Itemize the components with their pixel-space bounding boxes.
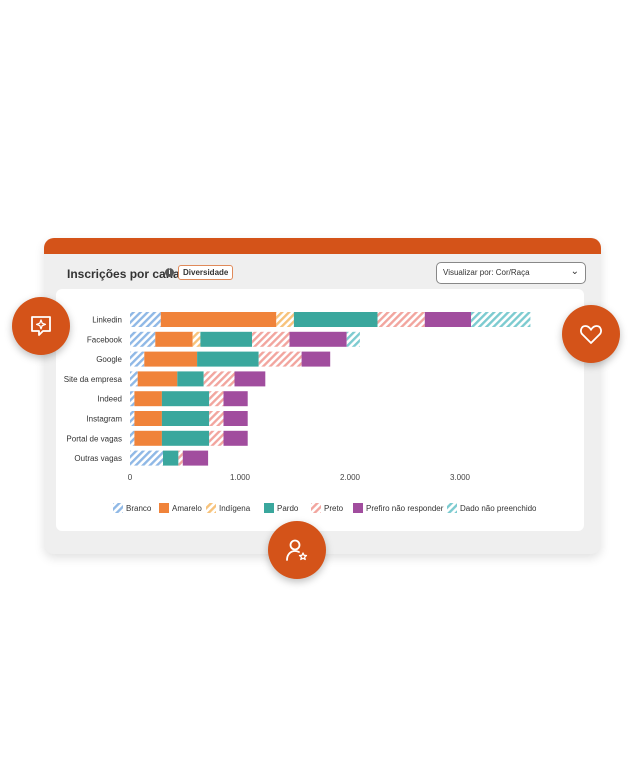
bar-segment-branco[interactable]	[130, 371, 138, 387]
bar-segment-prefiro-nao-responder[interactable]	[223, 430, 248, 446]
bar-segment-pardo[interactable]	[161, 411, 210, 426]
bar-segment-pardo[interactable]	[163, 450, 179, 466]
bar-segment-branco[interactable]	[130, 331, 156, 347]
legend-label: Dado não preenchido	[460, 504, 536, 513]
bar-segment-prefiro-nao-responder[interactable]	[301, 351, 331, 367]
category-label: Linkedin	[92, 316, 122, 325]
bar-segment-preto[interactable]	[209, 391, 224, 407]
chart-panel	[56, 289, 584, 531]
bar-segment-amarelo[interactable]	[155, 331, 193, 347]
bar-segment-amarelo[interactable]	[144, 351, 198, 367]
bar-segment-pardo[interactable]	[293, 312, 378, 327]
bar-segment-branco[interactable]	[130, 450, 163, 466]
bar-segment-pardo[interactable]	[200, 331, 253, 347]
bar-segment-pardo[interactable]	[197, 351, 259, 367]
category-label: Portal de vagas	[66, 434, 122, 443]
bar-segment-preto[interactable]	[203, 371, 235, 387]
bar-segment-prefiro-nao-responder[interactable]	[424, 312, 471, 327]
bar-segment-amarelo[interactable]	[137, 371, 178, 387]
bar-segment-preto[interactable]	[258, 351, 302, 367]
bar-segment-pardo[interactable]	[177, 371, 204, 387]
bar-segment-preto[interactable]	[209, 411, 224, 426]
diversity-badge: Diversidade	[178, 265, 234, 280]
stacked-bar-chart: Linkedin Facebook Google Site da empresa Ind…	[64, 312, 536, 513]
bar-segment-branco[interactable]	[130, 411, 135, 426]
heart-icon	[580, 325, 602, 344]
heart-button[interactable]	[562, 305, 620, 363]
bar-segment-amarelo[interactable]	[134, 391, 162, 407]
legend-swatch-preto	[311, 503, 321, 513]
category-label: Facebook	[87, 335, 123, 344]
legend-swatch-dado-nao-preenchido	[447, 503, 457, 513]
legend-swatch-pardo	[264, 503, 274, 513]
bar-segment-prefiro-nao-responder[interactable]	[182, 450, 209, 466]
bar-segment-branco[interactable]	[130, 391, 135, 407]
category-label: Google	[96, 355, 122, 364]
legend-swatch-prefiro-nao-responder	[353, 503, 363, 513]
view-by-select[interactable]: Visualizar por: Cor/Raça ⌄	[436, 262, 586, 284]
bar-segment-dado-nao-preenchido[interactable]	[471, 312, 531, 327]
card-accent-bar	[44, 238, 601, 254]
sparkle-chat-button[interactable]	[12, 297, 70, 355]
legend-swatch-amarelo	[159, 503, 169, 513]
bar-segment-pardo[interactable]	[161, 430, 210, 446]
bar-segment-prefiro-nao-responder[interactable]	[234, 371, 266, 387]
user-star-icon	[286, 539, 308, 561]
info-icon[interactable]: i	[165, 268, 174, 277]
sparkle-chat-icon	[31, 316, 51, 336]
x-tick-label: 1.000	[230, 473, 251, 482]
bar-segment-preto[interactable]	[252, 331, 290, 347]
card-title: Inscrições por canais	[67, 267, 190, 281]
bar-segment-indigena[interactable]	[192, 331, 201, 347]
legend-label: Prefiro não responder	[366, 504, 444, 513]
bar-segment-amarelo[interactable]	[160, 312, 277, 327]
bar-segment-amarelo[interactable]	[134, 430, 162, 446]
bar-segment-amarelo[interactable]	[134, 411, 162, 426]
bar-segment-indigena[interactable]	[276, 312, 294, 327]
bar-segment-prefiro-nao-responder[interactable]	[223, 391, 248, 407]
bar-segment-dado-nao-preenchido[interactable]	[346, 331, 360, 347]
legend-label: Indígena	[219, 504, 251, 513]
x-tick-label: 2.000	[340, 473, 361, 482]
x-tick-label: 0	[128, 473, 133, 482]
category-label: Instagram	[86, 415, 122, 424]
bar-segment-prefiro-nao-responder[interactable]	[289, 331, 347, 347]
bar-segment-preto[interactable]	[209, 430, 224, 446]
bar-segment-branco[interactable]	[130, 430, 135, 446]
bar-segment-branco[interactable]	[130, 312, 161, 327]
legend-label: Pardo	[277, 504, 299, 513]
channel-registrations-card: Inscrições por canais i Diversidade Visu…	[44, 238, 601, 554]
x-tick-label: 3.000	[450, 473, 471, 482]
bar-segment-prefiro-nao-responder[interactable]	[223, 411, 248, 426]
bar-segment-branco[interactable]	[130, 351, 145, 367]
legend-label: Branco	[126, 504, 152, 513]
legend-swatch-indigena	[206, 503, 216, 513]
view-by-select-label: Visualizar por: Cor/Raça	[443, 268, 530, 277]
legend-label: Preto	[324, 504, 344, 513]
bar-segment-preto[interactable]	[377, 312, 425, 327]
legend-label: Amarelo	[172, 504, 202, 513]
legend-swatch-branco	[113, 503, 123, 513]
bar-segment-pardo[interactable]	[161, 391, 210, 407]
chevron-down-icon: ⌄	[570, 266, 579, 277]
category-label: Outras vagas	[74, 454, 122, 463]
bar-segment-preto[interactable]	[178, 450, 183, 466]
category-label: Indeed	[98, 395, 122, 404]
user-star-button[interactable]	[268, 521, 326, 579]
category-label: Site da empresa	[64, 375, 123, 384]
